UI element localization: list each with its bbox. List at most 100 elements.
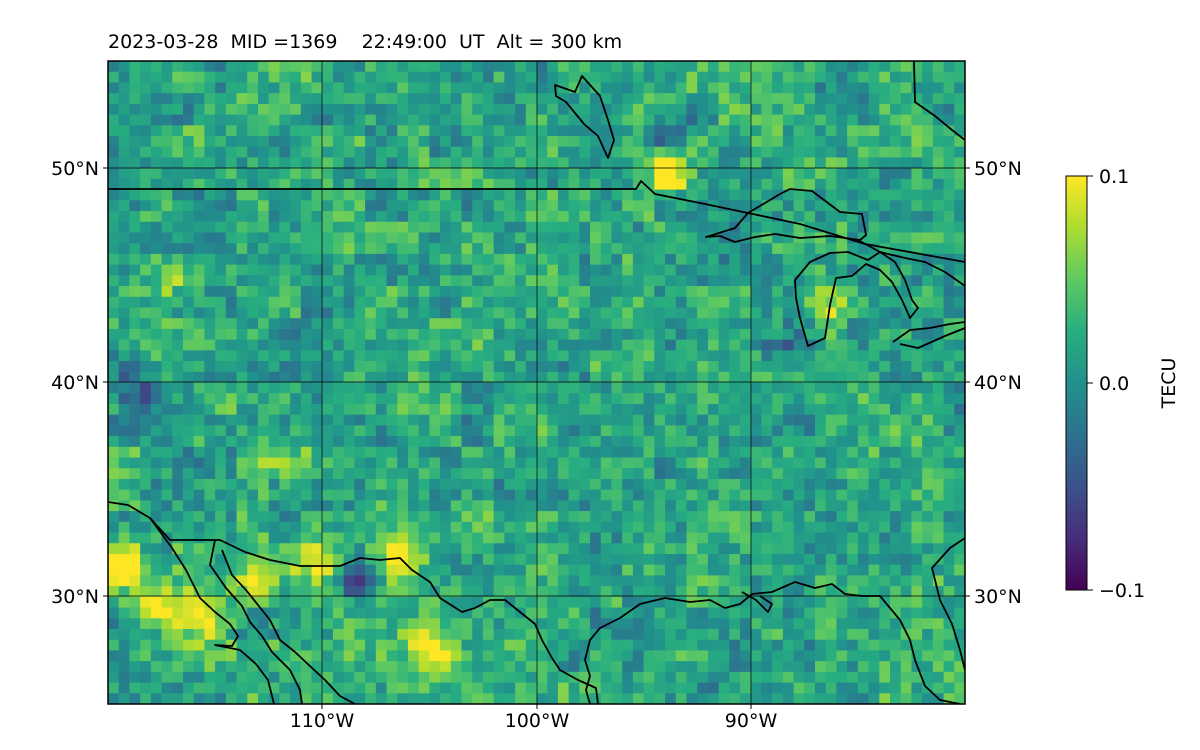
heat-cell xyxy=(225,457,238,469)
heat-cell xyxy=(204,61,216,73)
heat-cell xyxy=(472,532,484,544)
heat-cell xyxy=(536,543,548,555)
heat-cell xyxy=(482,307,495,319)
heat-cell xyxy=(300,157,313,169)
heat-cell xyxy=(129,511,141,523)
heat-cell xyxy=(579,425,591,437)
heat-cell xyxy=(718,211,730,223)
heat-cell xyxy=(815,93,827,105)
heat-cell xyxy=(375,286,388,298)
heat-cell xyxy=(332,553,345,566)
heat-cell xyxy=(590,318,602,330)
heat-cell xyxy=(729,393,741,405)
heat-cell xyxy=(482,543,495,555)
heat-cell xyxy=(750,382,763,394)
heat-cell xyxy=(900,221,913,234)
heat-cell xyxy=(407,82,420,94)
heat-cell xyxy=(622,446,634,459)
heat-cell xyxy=(182,125,195,137)
heat-cell xyxy=(472,628,484,641)
heat-cell xyxy=(515,136,527,148)
heat-cell xyxy=(643,339,655,351)
heat-cell xyxy=(108,243,120,255)
heat-cell xyxy=(825,478,838,491)
heat-cell xyxy=(804,489,816,501)
heat-cell xyxy=(643,93,655,105)
heat-cell xyxy=(847,661,859,673)
heat-cell xyxy=(515,586,527,598)
heat-cell xyxy=(590,414,602,426)
heat-cell xyxy=(161,436,173,448)
heat-cell xyxy=(782,618,795,630)
heat-cell xyxy=(407,489,420,501)
heat-cell xyxy=(365,607,377,619)
heat-cell xyxy=(182,661,195,673)
heat-cell xyxy=(129,253,141,266)
heat-cell xyxy=(493,211,505,223)
heat-cell xyxy=(440,253,452,266)
heat-cell xyxy=(954,639,965,652)
heat-cell xyxy=(922,371,934,384)
heat-cell xyxy=(922,457,934,469)
heat-cell xyxy=(482,157,495,169)
heat-cell xyxy=(750,103,763,116)
heat-cell xyxy=(257,639,270,652)
heat-cell xyxy=(815,382,827,394)
heat-cell xyxy=(568,361,580,373)
heat-cell xyxy=(675,468,688,480)
heat-cell xyxy=(579,607,591,619)
heat-cell xyxy=(857,489,870,501)
heat-cell xyxy=(911,350,923,362)
heat-cell xyxy=(215,628,227,641)
heat-cell xyxy=(193,618,206,630)
heat-cell xyxy=(279,103,291,116)
heat-cell xyxy=(665,489,677,501)
heat-cell xyxy=(193,103,206,116)
heat-cell xyxy=(568,543,580,555)
heat-cell xyxy=(525,553,538,566)
heat-cell xyxy=(718,628,730,641)
heat-cell xyxy=(847,211,859,223)
heat-cell xyxy=(536,511,548,523)
heat-cell xyxy=(954,478,965,491)
heat-cell xyxy=(793,61,805,73)
heat-cell xyxy=(761,575,773,587)
heat-cell xyxy=(932,650,945,662)
heat-cell xyxy=(879,661,891,673)
heat-cell xyxy=(611,339,623,351)
heat-cell xyxy=(932,425,945,437)
heat-cell xyxy=(257,93,270,105)
heat-cell xyxy=(215,403,227,416)
heat-cell xyxy=(761,361,773,373)
heat-cell xyxy=(707,468,720,480)
heat-cell xyxy=(932,403,945,416)
heat-cell xyxy=(879,125,891,137)
heat-cell xyxy=(868,157,880,169)
heat-cell xyxy=(247,178,259,191)
heat-cell xyxy=(482,414,495,426)
heat-cell xyxy=(686,114,698,126)
heat-cell xyxy=(740,468,752,480)
heat-cell xyxy=(150,489,163,501)
heat-cell xyxy=(279,296,291,309)
heat-cell xyxy=(622,93,634,105)
heat-cell xyxy=(707,457,720,469)
heat-cell xyxy=(740,103,752,116)
heat-cell xyxy=(193,221,206,234)
heat-cell xyxy=(836,361,848,373)
heat-cell xyxy=(954,521,965,534)
heat-cell xyxy=(182,136,195,148)
heat-cell xyxy=(782,521,795,534)
heat-cell xyxy=(472,253,484,266)
heat-cell xyxy=(547,243,559,255)
heat-cell xyxy=(397,328,409,341)
heat-cell xyxy=(161,543,173,555)
heat-cell xyxy=(482,114,495,126)
heat-cell xyxy=(847,414,859,426)
heat-cell xyxy=(643,361,655,373)
heat-cell xyxy=(750,553,763,566)
heat-cell xyxy=(407,286,420,298)
heat-cell xyxy=(450,318,463,330)
heat-cell xyxy=(161,286,173,298)
heat-cell xyxy=(622,543,634,555)
